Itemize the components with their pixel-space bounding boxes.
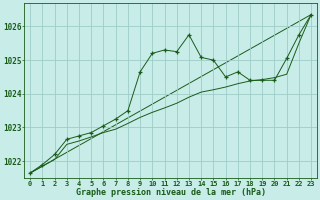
- X-axis label: Graphe pression niveau de la mer (hPa): Graphe pression niveau de la mer (hPa): [76, 188, 266, 197]
